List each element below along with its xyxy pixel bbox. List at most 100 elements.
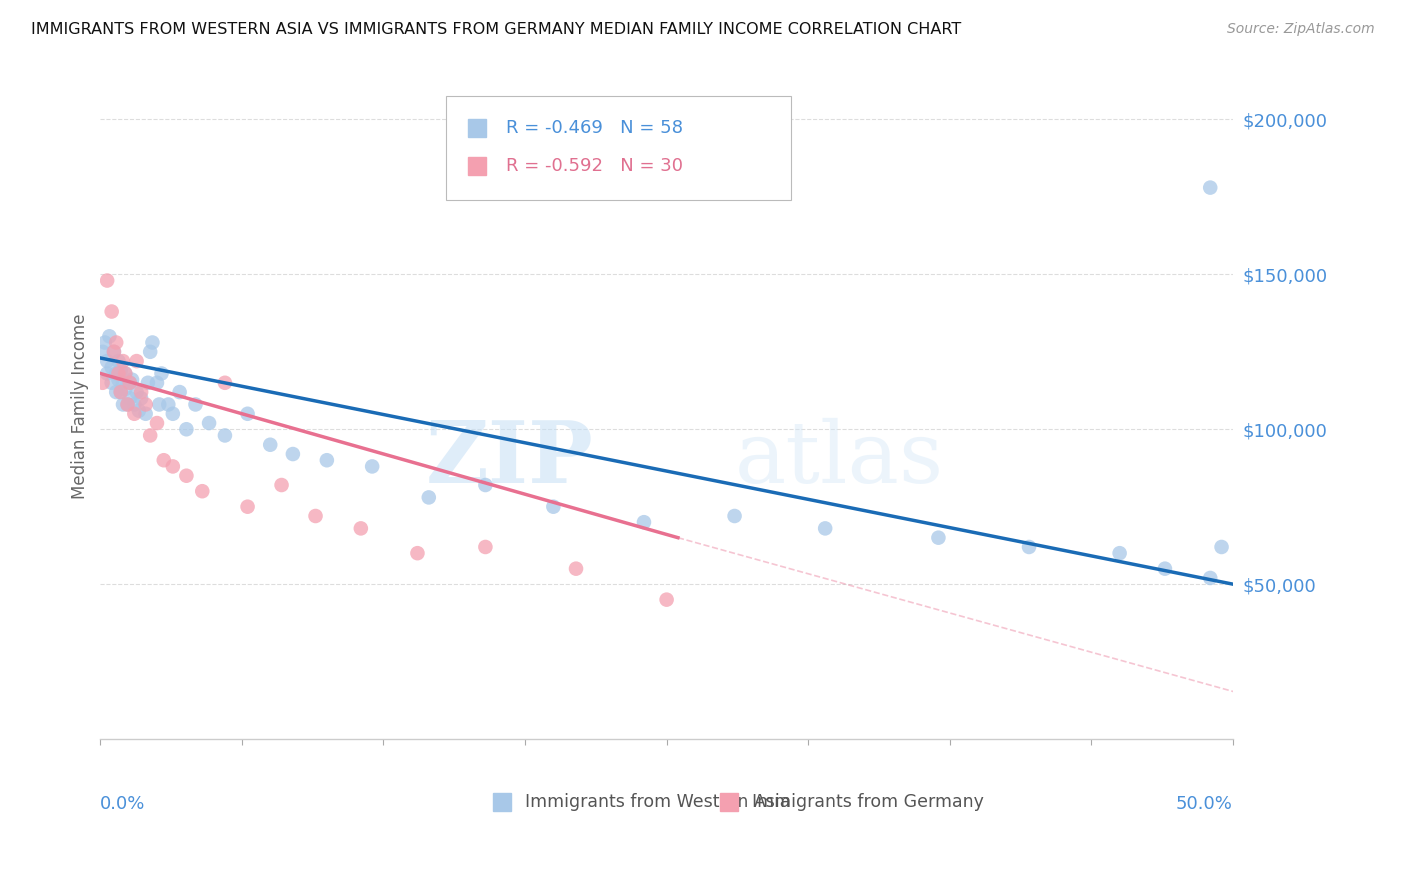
Point [236, 407, 259, 421]
Point [124, 397, 146, 411]
Point [125, 385, 148, 400]
Point [259, 438, 281, 452]
Text: atlas: atlas [734, 417, 943, 501]
Point [1154, 562, 1177, 576]
Point [129, 391, 152, 405]
Point [315, 453, 337, 467]
Text: Immigrants from Germany: Immigrants from Germany [752, 793, 983, 812]
Point [214, 428, 236, 442]
Point [114, 367, 136, 381]
Point [103, 344, 125, 359]
Point [118, 391, 141, 405]
Point [121, 373, 143, 387]
Point [474, 478, 496, 492]
Point [125, 354, 148, 368]
Point [270, 478, 292, 492]
Point [91, 344, 114, 359]
Point [146, 376, 169, 390]
Point [117, 397, 139, 411]
Point [110, 385, 132, 400]
Point [100, 304, 122, 318]
Point [117, 397, 139, 411]
Point [118, 376, 141, 390]
Point [107, 354, 129, 368]
Point [361, 459, 384, 474]
Point [98, 329, 121, 343]
Point [150, 367, 173, 381]
Point [162, 459, 184, 474]
Point [105, 385, 128, 400]
Point [135, 407, 157, 421]
Point [107, 367, 129, 381]
Point [111, 354, 134, 368]
Point [1199, 180, 1222, 194]
Point [655, 592, 678, 607]
Point [236, 500, 259, 514]
Point [814, 521, 837, 535]
Text: 50.0%: 50.0% [1175, 795, 1233, 813]
Point [114, 367, 136, 381]
Point [114, 382, 136, 396]
Y-axis label: Median Family Income: Median Family Income [72, 313, 89, 499]
Point [281, 447, 304, 461]
Point [927, 531, 949, 545]
Point [184, 397, 207, 411]
Point [107, 373, 129, 387]
Point [1199, 571, 1222, 585]
Point [94, 335, 117, 350]
Point [214, 376, 236, 390]
Point [141, 335, 163, 350]
Point [157, 397, 180, 411]
Point [418, 491, 440, 505]
Point [139, 344, 162, 359]
Point [111, 376, 134, 390]
Point [176, 468, 198, 483]
Point [633, 515, 655, 529]
Point [191, 484, 214, 499]
Point [139, 428, 162, 442]
Point [105, 367, 128, 381]
Point [176, 422, 198, 436]
Text: Immigrants from Western Asia: Immigrants from Western Asia [524, 793, 790, 812]
Text: Source: ZipAtlas.com: Source: ZipAtlas.com [1227, 22, 1375, 37]
Point [1108, 546, 1130, 560]
Point [136, 376, 159, 390]
Point [103, 344, 125, 359]
Point [124, 407, 146, 421]
Point [350, 521, 373, 535]
FancyBboxPatch shape [446, 96, 792, 200]
Point [543, 500, 565, 514]
Point [135, 397, 157, 411]
Point [100, 376, 122, 390]
Point [96, 354, 118, 368]
Point [91, 376, 114, 390]
Point [96, 274, 118, 288]
Point [146, 416, 169, 430]
Text: ZIP: ZIP [425, 417, 593, 501]
Point [96, 367, 118, 381]
Point [105, 335, 128, 350]
Point [565, 562, 588, 576]
Point [118, 376, 141, 390]
Point [110, 385, 132, 400]
Point [162, 407, 184, 421]
Point [198, 416, 221, 430]
Point [474, 540, 496, 554]
Point [1211, 540, 1233, 554]
Point [406, 546, 429, 560]
Point [110, 363, 132, 377]
Point [152, 453, 174, 467]
Point [1018, 540, 1040, 554]
Point [148, 397, 170, 411]
Point [129, 385, 152, 400]
Text: IMMIGRANTS FROM WESTERN ASIA VS IMMIGRANTS FROM GERMANY MEDIAN FAMILY INCOME COR: IMMIGRANTS FROM WESTERN ASIA VS IMMIGRAN… [31, 22, 962, 37]
Point [169, 385, 191, 400]
Point [111, 397, 134, 411]
Text: R = -0.592   N = 30: R = -0.592 N = 30 [506, 157, 683, 175]
Point [723, 508, 745, 523]
Point [128, 403, 150, 417]
Point [100, 360, 122, 375]
Point [304, 508, 326, 523]
Text: R = -0.469   N = 58: R = -0.469 N = 58 [506, 120, 683, 137]
Text: 0.0%: 0.0% [100, 795, 146, 813]
